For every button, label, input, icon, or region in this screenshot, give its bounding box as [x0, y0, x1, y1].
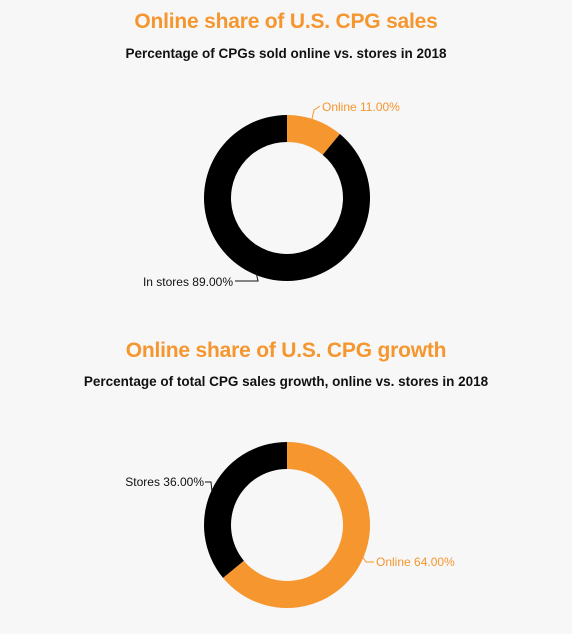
leader-line [235, 271, 259, 282]
leader-line [205, 481, 213, 493]
chart-subtitle: Percentage of total CPG sales growth, on… [83, 374, 489, 389]
slice-label-online: Online 11.00% [322, 100, 400, 114]
donut-slice-in-stores [203, 115, 370, 282]
slice-label-online: Online 64.00% [376, 555, 455, 569]
chart-cpg-sales: Online share of U.S. CPG sales Percentag… [125, 10, 447, 289]
donut-slice-stores [204, 442, 287, 578]
slice-label-stores: Stores 36.00% [125, 475, 204, 489]
chart-cpg-growth: Online share of U.S. CPG growth Percenta… [0, 330, 572, 634]
leader-line [311, 105, 321, 120]
donut-chart-growth: Online 64.00% Stores 36.00% [125, 442, 455, 608]
donut-slice-online [223, 442, 371, 608]
leader-line [361, 555, 374, 563]
slice-label-in-stores: In stores 89.00% [143, 275, 233, 289]
donut-chart-sales: Online 11.00% In stores 89.00% [143, 100, 400, 289]
donut-slice-online [287, 115, 340, 155]
chart-title: Online share of U.S. CPG growth [125, 339, 447, 362]
chart-subtitle: Percentage of CPGs sold online vs. store… [125, 46, 447, 61]
chart-title: Online share of U.S. CPG sales [134, 10, 438, 33]
